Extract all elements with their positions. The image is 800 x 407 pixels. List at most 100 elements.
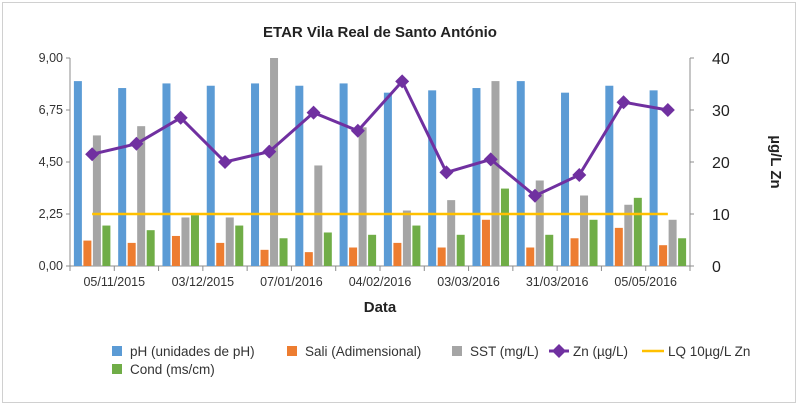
zn-point — [350, 123, 365, 138]
bar-cond — [368, 234, 377, 266]
right-axis-label: µg/L Zn — [767, 135, 784, 188]
right-tick-label: 0 — [712, 259, 721, 276]
zn-point — [572, 168, 587, 182]
bar-sali — [437, 247, 446, 266]
bar-sali — [659, 245, 668, 266]
zn-point — [173, 110, 188, 125]
bar-sst — [447, 200, 456, 266]
bar-ph — [251, 83, 260, 266]
bar-cond — [456, 234, 465, 266]
x-tick-label: 31/03/2016 — [526, 275, 589, 289]
bar-cond — [146, 230, 155, 266]
x-tick-label: 03/12/2015 — [172, 275, 235, 289]
x-tick-label: 05/05/2016 — [614, 275, 677, 289]
bar-sst — [137, 126, 146, 266]
x-tick-label: 04/02/2016 — [349, 275, 412, 289]
bar-sali — [216, 242, 225, 266]
left-tick-label: 4,50 — [39, 155, 63, 169]
chart-title: ETAR Vila Real de Santo António — [263, 24, 497, 41]
left-tick-label: 2,25 — [39, 207, 63, 221]
plot-area: 0,00 2,25 4,50 6,75 9,00 0 10 20 30 40 05/11/2015 0… — [39, 51, 730, 289]
legend-label: SST (mg/L) — [470, 344, 539, 359]
legend-swatch — [287, 346, 297, 356]
legend-label: LQ 10µg/L Zn — [668, 344, 750, 359]
bar-ph — [206, 85, 215, 266]
bar-sali — [304, 252, 313, 266]
left-tick-label: 6,75 — [39, 103, 63, 117]
bar-cond — [678, 238, 687, 266]
x-tick-label: 05/11/2015 — [83, 275, 145, 289]
right-tick-label: 20 — [712, 155, 730, 172]
left-tick-label: 9,00 — [39, 51, 63, 65]
zn-point — [660, 103, 675, 117]
zn-point — [616, 95, 631, 110]
zn-point — [218, 155, 232, 169]
right-tick-label: 10 — [712, 207, 730, 224]
legend-label: Sali (Adimensional) — [305, 344, 421, 359]
bar-sst — [181, 217, 190, 266]
bar-ph — [383, 92, 392, 267]
bar-sali — [260, 249, 269, 266]
legend-label: Cond (ms/cm) — [130, 362, 215, 377]
zn-point — [528, 188, 542, 203]
bar-ph — [649, 90, 658, 266]
x-tick-label: 03/03/2016 — [437, 275, 500, 289]
legend-swatch — [112, 364, 122, 374]
bar-sali — [526, 247, 535, 266]
legend-label: Zn (µg/L) — [573, 344, 628, 359]
zn-point — [129, 136, 144, 151]
bar-cond — [190, 215, 199, 266]
legend: pH (unidades de pH) Sali (Adimensional) SS… — [112, 344, 750, 377]
zn-point — [395, 74, 410, 89]
bar-ph — [118, 88, 127, 267]
legend-swatch — [452, 346, 462, 356]
bar-sst — [92, 135, 101, 266]
bar-sali — [393, 242, 402, 266]
bar-cond — [633, 197, 642, 266]
bar-cond — [500, 188, 509, 266]
legend-swatch-marker — [552, 344, 566, 358]
bar-ph — [295, 85, 304, 266]
bar-sali — [127, 242, 136, 266]
bar-sst — [402, 210, 411, 266]
bar-sali — [481, 219, 490, 266]
bar-sali — [171, 235, 180, 266]
x-axis-label: Data — [364, 299, 397, 316]
zn-line — [91, 78, 669, 198]
bar-ph — [428, 90, 437, 266]
bar-sali — [614, 227, 623, 266]
bar-cond — [102, 225, 111, 266]
bar-sst — [314, 165, 323, 266]
x-tick-label: 07/01/2016 — [260, 275, 323, 289]
left-tick-label: 0,00 — [39, 259, 63, 273]
bar-ph — [472, 88, 481, 267]
bar-cond — [323, 232, 332, 266]
bar-sst — [668, 219, 677, 266]
bar-cond — [589, 219, 598, 266]
bar-sst — [624, 204, 633, 266]
bar-sali — [349, 247, 358, 266]
bar-cond — [545, 234, 554, 266]
bar-cond — [235, 225, 244, 266]
bar-sst — [270, 58, 279, 266]
bar-cond — [279, 238, 288, 266]
zn-point — [262, 144, 277, 159]
bar-ph — [516, 81, 525, 266]
bar-ph — [339, 83, 348, 266]
right-tick-label: 40 — [712, 51, 730, 68]
bar-sali — [83, 240, 92, 266]
bar-sst — [491, 81, 500, 266]
bar-sst — [580, 195, 589, 266]
zn-point — [483, 152, 498, 167]
bar-sst — [535, 180, 544, 266]
legend-swatch — [112, 346, 122, 356]
bar-cond — [412, 225, 421, 266]
bar-sali — [570, 238, 579, 266]
chart-frame — [2, 2, 796, 403]
legend-label: pH (unidades de pH) — [130, 344, 255, 359]
bar-sst — [225, 217, 234, 266]
zn-point — [85, 147, 100, 162]
bar-sst — [358, 127, 367, 266]
bar-ph — [162, 83, 171, 266]
